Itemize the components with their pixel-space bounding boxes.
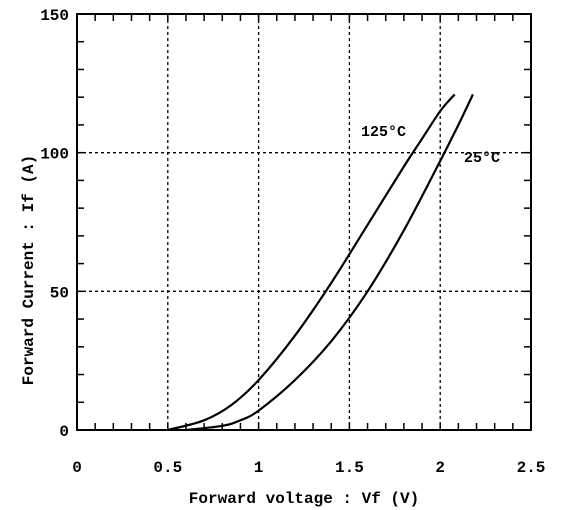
y-axis-title: Forward Current : If (A) <box>20 155 38 385</box>
series-line-0 <box>168 94 455 430</box>
series-label-125c: 125°C <box>361 124 406 141</box>
plot-frame <box>77 14 531 430</box>
y-tick-label: 100 <box>40 146 69 164</box>
y-tick-labels: 0 50 100 150 <box>40 7 69 441</box>
series-label-25c: 25°C <box>464 150 500 167</box>
grid-lines <box>77 14 531 430</box>
x-tick-label: 0 <box>72 459 82 477</box>
x-tick-label: 2 <box>435 459 445 477</box>
minor-ticks <box>77 14 531 430</box>
y-tick-label: 150 <box>40 7 69 25</box>
x-tick-label: 1.5 <box>335 459 364 477</box>
x-tick-label: 2.5 <box>517 459 546 477</box>
y-tick-label: 0 <box>59 423 69 441</box>
x-tick-label: 1 <box>254 459 264 477</box>
series-lines <box>168 94 473 430</box>
y-tick-label: 50 <box>50 284 69 302</box>
x-tick-labels: 0 0.5 1 1.5 2 2.5 <box>72 459 545 477</box>
series-line-1 <box>186 94 473 430</box>
x-axis-title: Forward voltage : Vf (V) <box>189 490 419 508</box>
x-tick-label: 0.5 <box>153 459 182 477</box>
